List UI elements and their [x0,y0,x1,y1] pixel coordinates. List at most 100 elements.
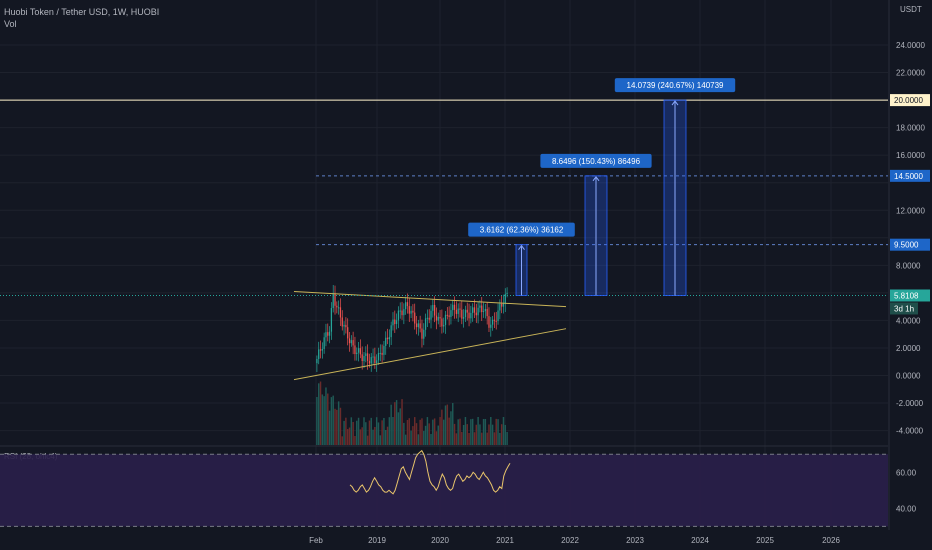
candle-body [334,293,336,306]
candle-body [441,318,443,327]
candle-body [462,317,465,319]
price-label: 20.0000 [894,96,923,105]
candle-body [383,345,385,355]
candle-body [481,305,483,313]
volume-bar [390,404,392,445]
volume-bar [392,416,394,445]
volume-bar [450,411,452,445]
volume-bar [375,417,378,445]
volume-bar [401,399,403,445]
candle-body [488,316,490,328]
candle-body [359,348,362,355]
candle-body [468,312,470,319]
volume-bar [345,417,347,445]
price-label: 14.5000 [894,172,923,181]
x-tick-label: 2026 [822,536,840,545]
volume-bar [452,403,454,445]
candle-body [345,324,347,328]
candle-body [357,348,360,353]
candle-body [421,328,423,339]
candle-body [370,357,372,364]
x-tick-label: 2025 [756,536,774,545]
volume-bar [423,430,425,445]
volume-bar [439,417,441,445]
candle-body [450,310,452,317]
volume-bar [412,426,414,445]
rsi-background-band [0,454,888,527]
volume-bar [459,418,461,445]
volume-bar [437,425,439,445]
candle-body [484,308,486,312]
candle-body [319,349,322,351]
volume-bar [379,435,382,445]
volume-bar [424,425,427,445]
candle-body [352,340,354,346]
volume-bar [316,397,318,445]
candle-body [399,310,401,312]
x-tick-label: Feb [309,536,323,545]
last-price-label: 5.8108 [894,291,919,300]
candle-body [444,314,447,325]
candle-body [388,337,390,340]
y-tick-label: -2.0000 [896,399,924,408]
price-label-box [890,94,930,107]
countdown-box [890,302,918,315]
volume-bar [419,419,421,445]
projection-label-box [468,222,575,237]
volume-bar [415,423,418,445]
candle-body [479,305,481,308]
volume-bar [397,412,400,445]
volume-bar [482,419,485,445]
volume-bar [321,394,324,445]
volume-bar [435,431,438,445]
candle-body [506,292,508,294]
candle-body [491,319,494,325]
projection-label-box [614,78,736,93]
volume-bar [464,417,467,445]
volume-bar [448,417,450,445]
volume-bar [488,424,490,445]
candle-body [459,308,461,310]
candle-body [397,310,400,321]
volume-bar [406,419,409,445]
candle-body [439,316,441,319]
volume-bar [359,429,362,445]
candle-body [390,325,392,338]
candle-body [330,308,333,332]
volume-bar [385,430,387,445]
projection-label-box [540,153,652,168]
volume-bar [499,432,501,445]
volume-bar [428,423,430,445]
volume-bar [462,425,465,445]
volume-bar [317,383,320,445]
candle-body [414,312,416,324]
projection-label: 8.6496 (150.43%) 86496 [552,157,641,166]
volume-bar [388,417,391,445]
candle-body [372,356,374,358]
candle-body [328,331,331,336]
volume-bar [327,393,329,445]
candle-body [473,307,476,313]
candle-body [336,305,338,308]
volume-bar [370,417,372,445]
x-tick-label: 2022 [561,536,579,545]
rsi-line [349,449,511,495]
candle-body [332,293,334,309]
candle-body [501,303,503,307]
candle-body [453,304,456,310]
volume-bar [395,400,398,445]
candle-body [448,315,450,317]
candle-body [475,312,477,316]
y-tick-label: 4.0000 [896,316,921,325]
candle-body [405,302,407,310]
volume-bar [432,419,434,445]
symbol-title: Huobi Token / Tether USD, 1W, HUOBI [4,7,160,17]
volume-bar [453,423,456,445]
candle-body [392,319,394,326]
y-tick-label: 12.0000 [896,206,925,215]
volume-bar [502,417,505,445]
candle-body [408,306,410,314]
candle-body [477,307,479,316]
